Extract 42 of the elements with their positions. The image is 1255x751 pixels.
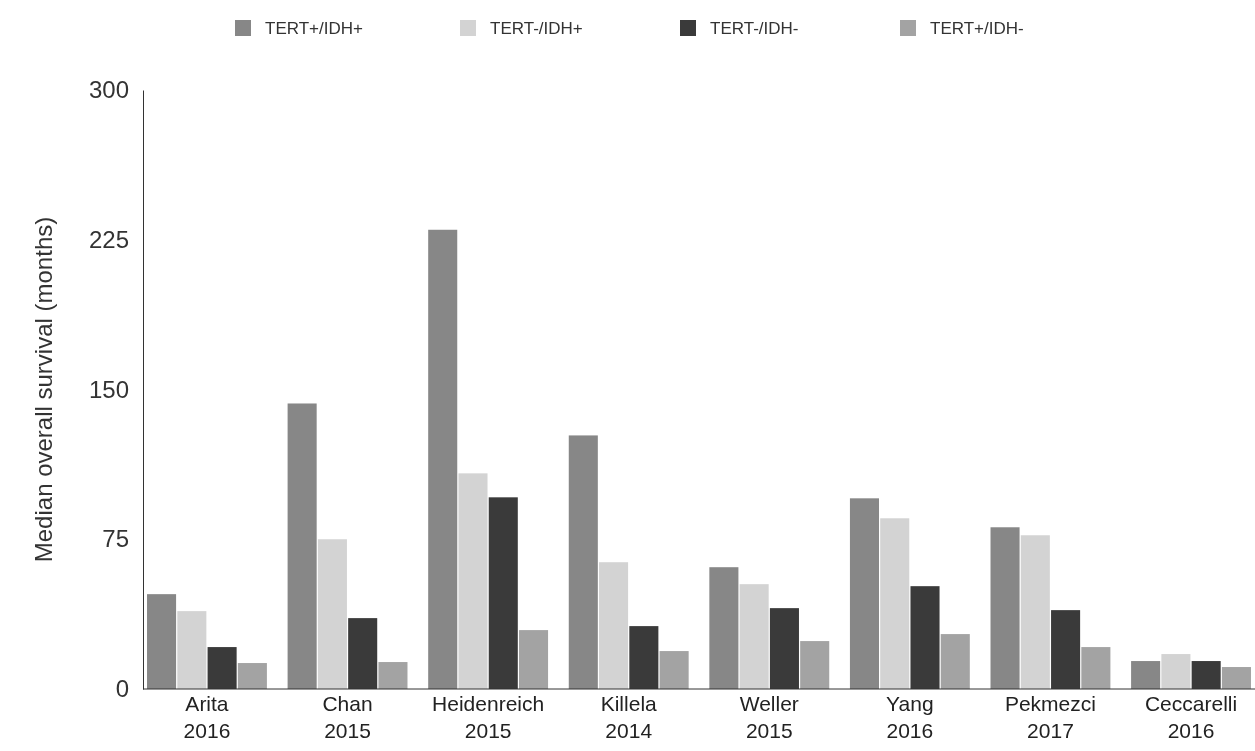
x-tick-label: Ceccarelli 2016	[1144, 692, 1238, 742]
bar	[599, 562, 629, 689]
bar	[659, 651, 689, 689]
bar	[317, 539, 347, 689]
bar	[378, 662, 408, 689]
x-tick-label: Pekmezci 2017	[1004, 692, 1096, 742]
bar	[1131, 661, 1161, 689]
bar	[1221, 667, 1251, 689]
bar	[428, 229, 458, 689]
legend-label: TERT-/IDH-	[710, 19, 799, 38]
y-tick-label: 225	[88, 225, 129, 253]
bar	[739, 584, 769, 689]
bar	[519, 630, 549, 689]
y-tick-label: 300	[88, 76, 129, 104]
x-tick-label: Chan 2015	[322, 692, 373, 742]
y-tick-label: 75	[102, 525, 129, 553]
bar	[177, 611, 207, 689]
bar	[1020, 535, 1050, 689]
x-tick-label: Heidenreich 2015	[432, 692, 545, 742]
legend-label: TERT+/IDH-	[930, 19, 1024, 38]
bar	[568, 435, 598, 689]
bar	[849, 498, 879, 689]
y-tick-label: 150	[88, 375, 129, 403]
bar	[1161, 654, 1191, 689]
bar	[990, 527, 1020, 689]
legend-label: TERT+/IDH+	[265, 19, 363, 38]
bar	[237, 663, 267, 689]
x-tick-label: Weller 2015	[739, 692, 799, 742]
bar	[458, 473, 488, 689]
x-tick-label: Yang 2016	[886, 692, 934, 742]
x-tick-label: Arita 2016	[183, 692, 231, 742]
bar	[147, 594, 177, 689]
legend-label: TERT-/IDH+	[490, 19, 583, 38]
bar	[287, 403, 317, 689]
bar	[800, 641, 830, 689]
bar	[940, 634, 970, 689]
y-axis-title: Median overall survival (months)	[30, 216, 57, 563]
x-tick-label: Killela 2014	[600, 692, 658, 742]
bar	[709, 567, 739, 689]
bar	[1081, 647, 1111, 689]
bar	[880, 518, 910, 689]
y-tick-label: 0	[115, 675, 129, 703]
